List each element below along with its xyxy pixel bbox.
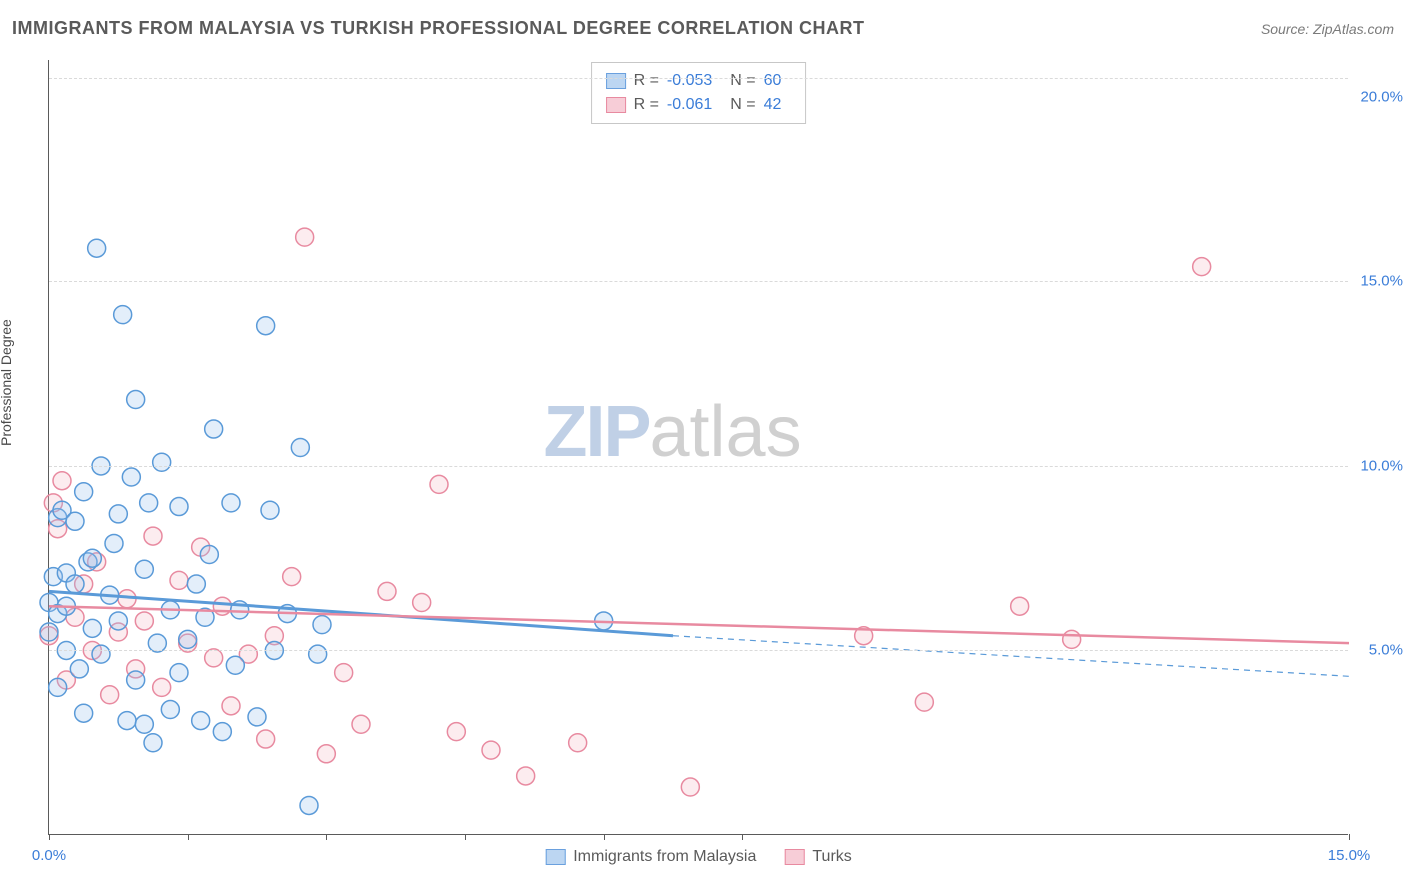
data-point	[135, 612, 153, 630]
data-point	[75, 704, 93, 722]
data-point	[101, 686, 119, 704]
x-tick	[742, 834, 743, 840]
data-point	[257, 730, 275, 748]
data-point	[261, 501, 279, 519]
data-point	[200, 546, 218, 564]
data-point	[148, 634, 166, 652]
gridline	[49, 466, 1348, 467]
data-point	[109, 505, 127, 523]
data-point	[222, 697, 240, 715]
data-point	[1193, 258, 1211, 276]
data-point	[92, 645, 110, 663]
data-point	[66, 575, 84, 593]
y-tick-label: 10.0%	[1360, 457, 1403, 474]
data-point	[153, 453, 171, 471]
data-point	[291, 439, 309, 457]
x-tick	[188, 834, 189, 840]
legend-item-malaysia: Immigrants from Malaysia	[545, 848, 756, 866]
data-point	[283, 568, 301, 586]
data-point	[296, 228, 314, 246]
x-tick	[49, 834, 50, 840]
gridline	[49, 650, 1348, 651]
data-point	[205, 649, 223, 667]
legend-series: Immigrants from Malaysia Turks	[545, 848, 852, 866]
gridline	[49, 78, 1348, 79]
data-point	[447, 723, 465, 741]
data-point	[300, 796, 318, 814]
data-point	[1011, 597, 1029, 615]
data-point	[187, 575, 205, 593]
data-point	[192, 712, 210, 730]
data-point	[53, 472, 71, 490]
data-point	[75, 483, 93, 501]
data-point	[109, 612, 127, 630]
source-label: Source: ZipAtlas.com	[1261, 21, 1394, 37]
data-point	[257, 317, 275, 335]
data-point	[49, 678, 67, 696]
data-point	[335, 664, 353, 682]
data-point	[222, 494, 240, 512]
data-point	[248, 708, 266, 726]
legend-item-turks: Turks	[784, 848, 851, 866]
data-point	[144, 527, 162, 545]
y-tick-label: 15.0%	[1360, 273, 1403, 290]
swatch-malaysia-b	[545, 849, 565, 865]
data-point	[83, 619, 101, 637]
data-point	[313, 616, 331, 634]
data-point	[430, 475, 448, 493]
data-point	[170, 498, 188, 516]
data-point	[482, 741, 500, 759]
x-tick	[326, 834, 327, 840]
data-point	[88, 239, 106, 257]
data-point	[413, 594, 431, 612]
data-point	[140, 494, 158, 512]
chart-svg	[49, 60, 1348, 834]
data-point	[161, 701, 179, 719]
data-point	[681, 778, 699, 796]
data-point	[135, 560, 153, 578]
x-tick	[604, 834, 605, 840]
data-point	[127, 671, 145, 689]
x-tick	[1349, 834, 1350, 840]
data-point	[1063, 630, 1081, 648]
data-point	[40, 623, 58, 641]
data-point	[114, 306, 132, 324]
chart-title: IMMIGRANTS FROM MALAYSIA VS TURKISH PROF…	[12, 18, 865, 39]
x-tick-label: 0.0%	[32, 847, 66, 864]
data-point	[213, 723, 231, 741]
data-point	[122, 468, 140, 486]
data-point	[105, 534, 123, 552]
data-point	[170, 664, 188, 682]
data-point	[517, 767, 535, 785]
swatch-turks-b	[784, 849, 804, 865]
data-point	[144, 734, 162, 752]
data-point	[226, 656, 244, 674]
data-point	[170, 571, 188, 589]
plot-area: ZIPatlas R = -0.053 N = 60 R = -0.061 N …	[48, 60, 1348, 835]
y-tick-label: 5.0%	[1369, 642, 1403, 659]
data-point	[378, 582, 396, 600]
x-tick-label: 15.0%	[1328, 847, 1371, 864]
data-point	[153, 678, 171, 696]
legend-label-turks: Turks	[812, 848, 851, 866]
gridline	[49, 281, 1348, 282]
y-tick-label: 20.0%	[1360, 88, 1403, 105]
data-point	[352, 715, 370, 733]
data-point	[135, 715, 153, 733]
data-point	[83, 549, 101, 567]
data-point	[205, 420, 223, 438]
data-point	[179, 630, 197, 648]
legend-label-malaysia: Immigrants from Malaysia	[573, 848, 756, 866]
data-point	[569, 734, 587, 752]
data-point	[317, 745, 335, 763]
trend-line-dashed	[673, 636, 1349, 677]
data-point	[915, 693, 933, 711]
data-point	[309, 645, 327, 663]
data-point	[66, 512, 84, 530]
y-axis-label: Professional Degree	[0, 319, 14, 446]
data-point	[127, 391, 145, 409]
x-tick	[465, 834, 466, 840]
data-point	[118, 712, 136, 730]
data-point	[70, 660, 88, 678]
